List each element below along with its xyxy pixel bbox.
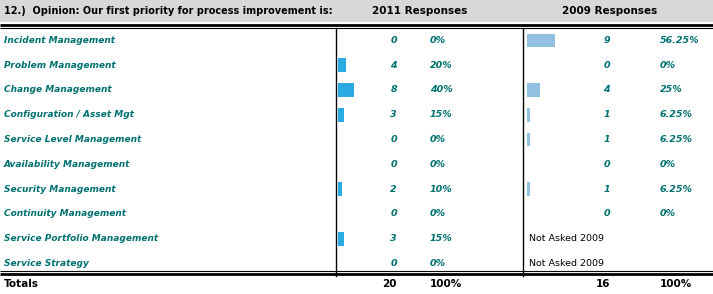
Text: 40%: 40% <box>430 86 453 94</box>
Text: 0: 0 <box>391 135 397 144</box>
Text: 2: 2 <box>391 185 397 194</box>
Text: 20%: 20% <box>430 61 453 70</box>
Text: 0%: 0% <box>430 36 446 45</box>
Text: 0: 0 <box>603 210 610 218</box>
Text: 4: 4 <box>391 61 397 70</box>
Text: 0: 0 <box>603 160 610 169</box>
Text: 20: 20 <box>382 279 397 289</box>
Text: 0%: 0% <box>430 160 446 169</box>
Bar <box>527 108 530 122</box>
Bar <box>527 133 530 146</box>
Text: 1: 1 <box>603 135 610 144</box>
Text: 16: 16 <box>595 279 610 289</box>
Text: Service Portfolio Management: Service Portfolio Management <box>4 234 158 243</box>
Text: 100%: 100% <box>430 279 462 289</box>
Text: Service Strategy: Service Strategy <box>4 259 89 268</box>
Text: Security Management: Security Management <box>4 185 116 194</box>
Text: 0%: 0% <box>430 210 446 218</box>
Text: 6.25%: 6.25% <box>660 185 693 194</box>
Text: 0: 0 <box>603 61 610 70</box>
Text: Not Asked 2009: Not Asked 2009 <box>529 234 604 243</box>
Text: 0%: 0% <box>660 160 676 169</box>
Text: 15%: 15% <box>430 234 453 243</box>
Text: Configuration / Asset Mgt: Configuration / Asset Mgt <box>4 110 134 119</box>
Text: 25%: 25% <box>660 86 683 94</box>
Bar <box>338 108 344 122</box>
Text: 0: 0 <box>391 210 397 218</box>
Text: 8: 8 <box>391 86 397 94</box>
Bar <box>338 83 354 97</box>
Text: 12.)  Opinion: Our first priority for process improvement is:: 12.) Opinion: Our first priority for pro… <box>4 6 333 16</box>
Bar <box>527 34 555 47</box>
Bar <box>527 182 530 196</box>
Text: 1: 1 <box>603 185 610 194</box>
Bar <box>0 0 713 22</box>
Text: Totals: Totals <box>4 279 39 289</box>
Text: 0%: 0% <box>660 61 676 70</box>
Bar <box>338 182 342 196</box>
Text: 0: 0 <box>391 259 397 268</box>
Text: 0%: 0% <box>660 210 676 218</box>
Text: 15%: 15% <box>430 110 453 119</box>
Text: 3: 3 <box>391 234 397 243</box>
Text: 56.25%: 56.25% <box>660 36 699 45</box>
Text: 9: 9 <box>603 36 610 45</box>
Text: 4: 4 <box>603 86 610 94</box>
Text: 6.25%: 6.25% <box>660 135 693 144</box>
Bar <box>527 83 540 97</box>
Text: 10%: 10% <box>430 185 453 194</box>
Text: 3: 3 <box>391 110 397 119</box>
Text: 0: 0 <box>391 160 397 169</box>
Text: 0%: 0% <box>430 135 446 144</box>
Text: 100%: 100% <box>660 279 692 289</box>
Text: Problem Management: Problem Management <box>4 61 116 70</box>
Text: 2011 Responses: 2011 Responses <box>372 6 468 16</box>
Bar <box>338 59 346 72</box>
Text: 6.25%: 6.25% <box>660 110 693 119</box>
Text: Incident Management: Incident Management <box>4 36 115 45</box>
Text: Not Asked 2009: Not Asked 2009 <box>529 259 604 268</box>
Text: Availability Management: Availability Management <box>4 160 130 169</box>
Bar <box>338 232 344 245</box>
Text: Continuity Management: Continuity Management <box>4 210 126 218</box>
Text: 2009 Responses: 2009 Responses <box>563 6 657 16</box>
Text: 0%: 0% <box>430 259 446 268</box>
Text: 1: 1 <box>603 110 610 119</box>
Text: 0: 0 <box>391 36 397 45</box>
Text: Service Level Management: Service Level Management <box>4 135 141 144</box>
Text: Change Management: Change Management <box>4 86 112 94</box>
